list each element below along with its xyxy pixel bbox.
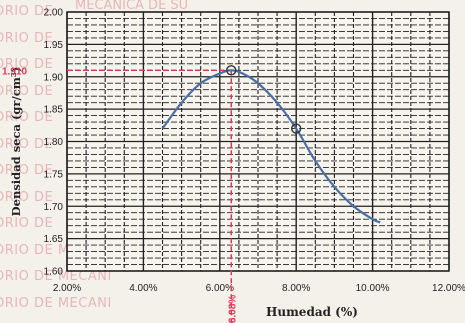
y-tick-label: 1.95 xyxy=(44,40,64,51)
reference-y-label: 1.910 xyxy=(2,66,27,77)
x-axis-label: Humedad (%) xyxy=(266,305,358,319)
watermark-text: ORIO DE xyxy=(0,136,54,152)
x-tick-label: 10.00% xyxy=(356,283,390,294)
series-line xyxy=(161,69,381,224)
watermark-text: ORIO DE xyxy=(0,189,54,205)
y-tick-label: 1.60 xyxy=(44,267,64,278)
y-tick-label: 1.70 xyxy=(44,202,64,213)
watermark-text: ORIO DE MECANI xyxy=(0,269,112,284)
y-tick-label: 1.85 xyxy=(44,105,64,116)
data-point xyxy=(291,123,302,134)
watermark-text: ORIO DE MECANI xyxy=(0,295,112,311)
watermark-text: ORIO DE xyxy=(0,4,54,19)
data-point xyxy=(226,65,237,76)
x-tick-label: 6.00% xyxy=(206,283,234,294)
watermark-text: ORIO DE xyxy=(0,83,54,99)
y-axis-label: Densidad seca (gr/cm³) xyxy=(9,67,23,217)
x-tick-label: 12.00% xyxy=(432,283,465,294)
y-tick-label: 1.90 xyxy=(44,72,64,83)
y-tick-label: 1.65 xyxy=(44,234,64,245)
y-tick-label: 2.00 xyxy=(44,8,64,19)
x-tick-label: 2.00% xyxy=(53,283,81,294)
watermark-text: ORIO DE xyxy=(0,30,54,46)
watermark-text: ORIO DE xyxy=(0,163,54,178)
y-tick-label: 1.75 xyxy=(44,169,64,180)
reference-x-label: 6.08% xyxy=(227,295,238,323)
watermark-text: ORIO DE xyxy=(0,216,54,231)
watermark-text: ORIO DE xyxy=(0,110,54,125)
x-tick-label: 4.00% xyxy=(129,283,157,294)
y-tick-label: 1.80 xyxy=(44,137,64,148)
x-tick-label: 8.00% xyxy=(282,283,310,294)
watermark-text: MECÁNICA DE SU xyxy=(75,0,189,13)
watermark-text: ORIO DE xyxy=(0,57,54,72)
